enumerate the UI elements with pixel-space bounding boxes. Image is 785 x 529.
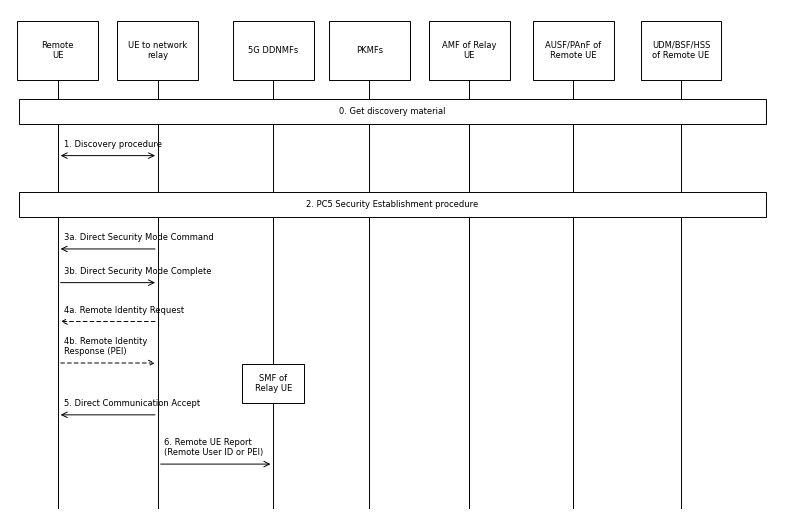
Text: UE to network
relay: UE to network relay <box>128 41 188 60</box>
Bar <box>243 364 304 403</box>
Text: UDM/BSF/HSS
of Remote UE: UDM/BSF/HSS of Remote UE <box>652 41 710 60</box>
Bar <box>329 21 410 80</box>
Text: 3a. Direct Security Mode Command: 3a. Direct Security Mode Command <box>64 233 214 242</box>
Bar <box>20 99 765 124</box>
Text: 3b. Direct Security Mode Complete: 3b. Direct Security Mode Complete <box>64 267 211 276</box>
Bar <box>641 21 721 80</box>
Text: 6. Remote UE Report
(Remote User ID or PEI): 6. Remote UE Report (Remote User ID or P… <box>164 438 263 458</box>
Bar <box>233 21 314 80</box>
Text: 2. PC5 Security Establishment procedure: 2. PC5 Security Establishment procedure <box>306 200 479 209</box>
Text: SMF of
Relay UE: SMF of Relay UE <box>254 374 292 394</box>
Bar <box>429 21 509 80</box>
Text: PKMFs: PKMFs <box>356 46 383 55</box>
Bar <box>118 21 199 80</box>
Bar <box>17 21 98 80</box>
Text: AMF of Relay
UE: AMF of Relay UE <box>442 41 497 60</box>
Text: 5. Direct Communication Accept: 5. Direct Communication Accept <box>64 399 200 408</box>
Text: 0. Get discovery material: 0. Get discovery material <box>339 107 446 116</box>
Text: Remote
UE: Remote UE <box>42 41 74 60</box>
Bar <box>20 193 765 217</box>
Text: AUSF/PAnF of
Remote UE: AUSF/PAnF of Remote UE <box>545 41 601 60</box>
Bar <box>533 21 614 80</box>
Text: 1. Discovery procedure: 1. Discovery procedure <box>64 140 162 149</box>
Text: 5G DDNMFs: 5G DDNMFs <box>248 46 298 55</box>
Text: 4b. Remote Identity
Response (PEI): 4b. Remote Identity Response (PEI) <box>64 337 148 356</box>
Text: 4a. Remote Identity Request: 4a. Remote Identity Request <box>64 306 184 315</box>
